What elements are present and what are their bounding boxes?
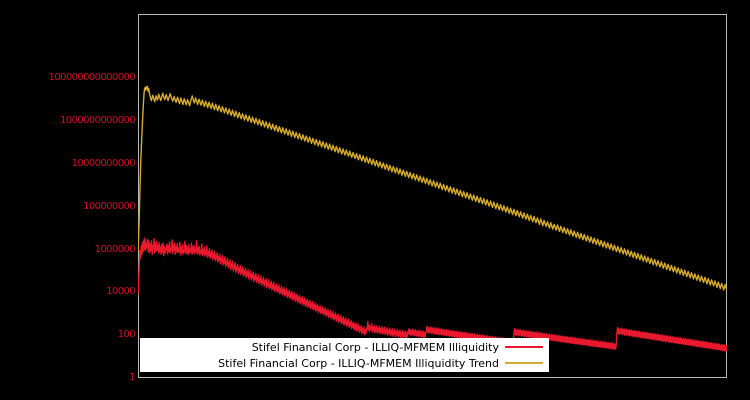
y-axis-tick-label: 100000000	[83, 200, 135, 212]
y-axis-tick-label: 10000000000	[71, 157, 136, 169]
legend-color-swatch	[505, 346, 543, 348]
legend-entry-label: Stifel Financial Corp - ILLIQ-MFMEM Illi…	[251, 340, 499, 354]
legend-entry-label: Stifel Financial Corp - ILLIQ-MFMEM Illi…	[218, 356, 499, 370]
plot-area-border	[138, 14, 727, 378]
plot-canvas	[138, 14, 727, 378]
series-line-0	[138, 238, 727, 351]
legend-color-swatch	[505, 362, 543, 364]
y-axis-tick-label: 1000000000000	[60, 115, 136, 127]
series-line-1	[138, 86, 727, 290]
y-axis-tick-label: 100	[117, 329, 136, 341]
y-axis-tick-label: 100000000000000	[48, 72, 136, 84]
y-axis-tick-label: 10000	[106, 286, 135, 298]
series-layer	[138, 86, 727, 351]
y-axis-tick-label: 1000000	[94, 243, 136, 255]
legend-entry[interactable]: Stifel Financial Corp - ILLIQ-MFMEM Illi…	[140, 355, 543, 371]
y-axis-tick-label: 1	[129, 372, 135, 383]
legend-entry[interactable]: Stifel Financial Corp - ILLIQ-MFMEM Illi…	[140, 339, 543, 355]
chart-legend: Stifel Financial Corp - ILLIQ-MFMEM Illi…	[140, 338, 549, 372]
